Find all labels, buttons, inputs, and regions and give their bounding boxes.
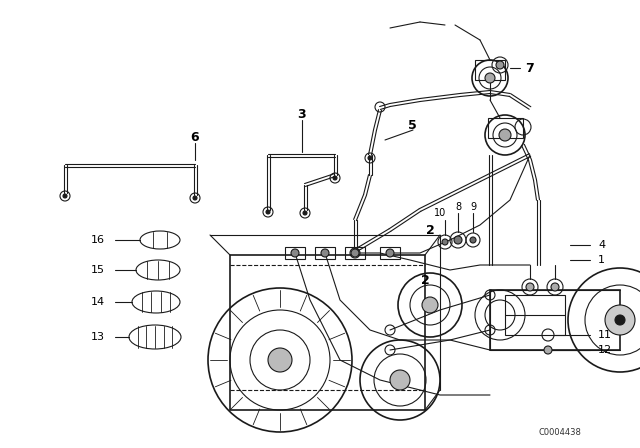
Text: 4: 4 <box>598 240 605 250</box>
Circle shape <box>551 283 559 291</box>
Text: 5: 5 <box>408 119 417 132</box>
Text: 14: 14 <box>91 297 105 307</box>
Circle shape <box>333 176 337 180</box>
Text: 1: 1 <box>598 255 605 265</box>
Circle shape <box>544 346 552 354</box>
Circle shape <box>321 249 329 257</box>
Circle shape <box>63 194 67 198</box>
Text: 2: 2 <box>426 224 435 237</box>
Circle shape <box>605 305 635 335</box>
Bar <box>315 247 335 259</box>
Circle shape <box>193 196 197 200</box>
Bar <box>345 247 365 259</box>
Bar <box>380 247 400 259</box>
Text: 6: 6 <box>191 130 199 143</box>
Bar <box>475 60 505 80</box>
Text: 8: 8 <box>455 202 461 212</box>
Bar <box>285 247 305 259</box>
Circle shape <box>485 73 495 83</box>
Circle shape <box>470 237 476 243</box>
Text: 7: 7 <box>525 61 534 74</box>
Circle shape <box>615 315 625 325</box>
Circle shape <box>266 210 270 214</box>
Bar <box>230 255 425 410</box>
Text: 15: 15 <box>91 265 105 275</box>
Text: 10: 10 <box>434 208 446 218</box>
Text: 11: 11 <box>598 330 612 340</box>
Text: 9: 9 <box>470 202 476 212</box>
Text: 16: 16 <box>91 235 105 245</box>
Circle shape <box>499 129 511 141</box>
Circle shape <box>442 239 448 245</box>
Circle shape <box>422 297 438 313</box>
Bar <box>488 118 523 138</box>
Circle shape <box>268 348 292 372</box>
Text: 2: 2 <box>420 273 429 287</box>
Circle shape <box>291 249 299 257</box>
Text: 12: 12 <box>598 345 612 355</box>
Circle shape <box>390 370 410 390</box>
Circle shape <box>526 283 534 291</box>
Text: C0004438: C0004438 <box>539 427 581 436</box>
Circle shape <box>368 156 372 160</box>
Text: 3: 3 <box>298 108 307 121</box>
Bar <box>490 290 620 350</box>
Circle shape <box>353 251 357 255</box>
Circle shape <box>386 249 394 257</box>
Circle shape <box>351 249 359 257</box>
Circle shape <box>454 236 462 244</box>
Circle shape <box>303 211 307 215</box>
Circle shape <box>496 61 504 69</box>
Text: 13: 13 <box>91 332 105 342</box>
Bar <box>505 295 565 335</box>
